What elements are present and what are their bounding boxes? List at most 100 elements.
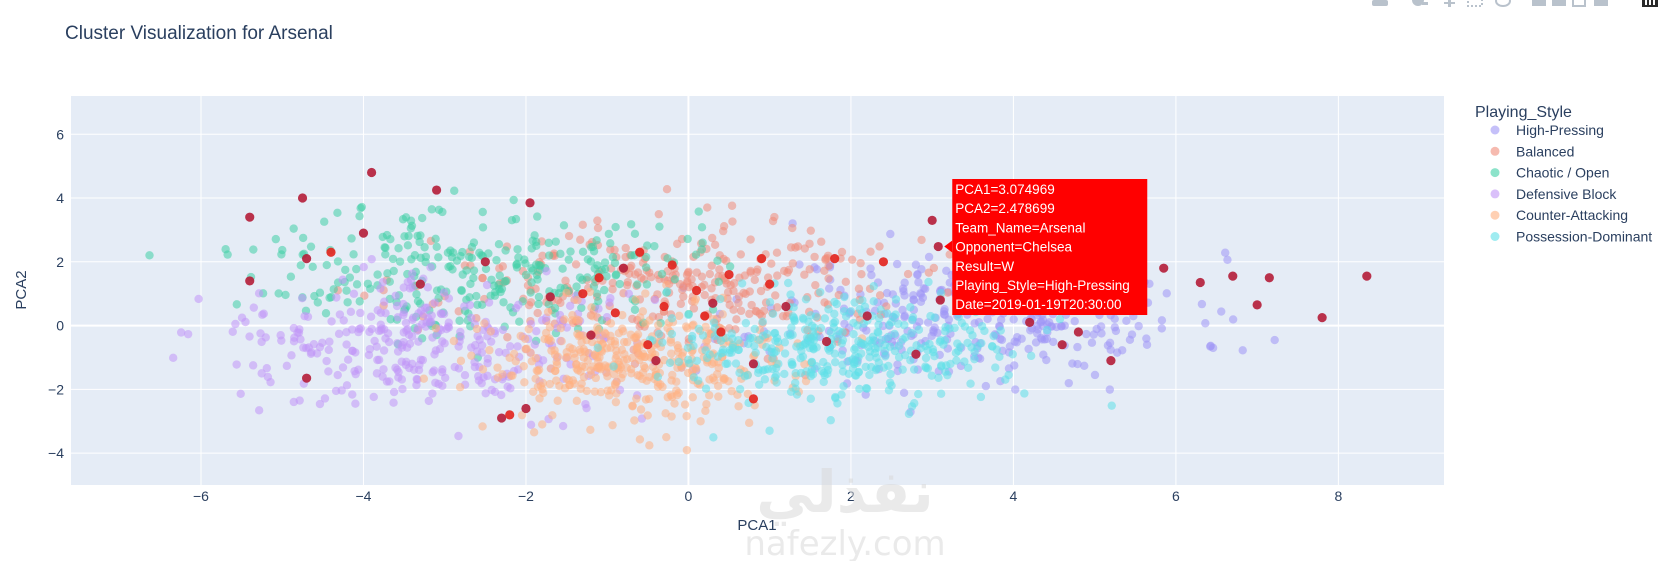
scatter-point[interactable]	[342, 340, 351, 349]
reset-axes-icon[interactable]	[1594, 0, 1608, 6]
scatter-point[interactable]	[352, 264, 361, 274]
scatter-point[interactable]	[560, 315, 569, 324]
highlight-point[interactable]	[659, 301, 669, 312]
scatter-point[interactable]	[393, 313, 402, 322]
scatter-point[interactable]	[867, 270, 876, 280]
scatter-point[interactable]	[408, 269, 417, 278]
highlight-point[interactable]	[594, 273, 604, 283]
scatter-point[interactable]	[600, 285, 609, 295]
scatter-point[interactable]	[367, 255, 376, 264]
scatter-point[interactable]	[802, 367, 811, 376]
scatter-point[interactable]	[412, 290, 421, 299]
scatter-point[interactable]	[389, 266, 398, 276]
scatter-point[interactable]	[914, 325, 924, 334]
scatter-point[interactable]	[562, 288, 571, 297]
scatter-point[interactable]	[914, 278, 923, 287]
scatter-point[interactable]	[1157, 324, 1166, 333]
scatter-point[interactable]	[492, 256, 501, 265]
scatter-point[interactable]	[621, 243, 630, 253]
scatter-point[interactable]	[639, 361, 649, 371]
scatter-point[interactable]	[304, 343, 313, 352]
scatter-point[interactable]	[891, 295, 901, 304]
scatter-point[interactable]	[1110, 323, 1119, 332]
scatter-point[interactable]	[348, 346, 357, 355]
scatter-point[interactable]	[685, 359, 694, 368]
scatter-point[interactable]	[645, 316, 654, 325]
scatter-point[interactable]	[232, 360, 241, 369]
scatter-point[interactable]	[658, 382, 667, 392]
scatter-point[interactable]	[623, 277, 633, 287]
scatter-point[interactable]	[454, 364, 464, 373]
scatter-point[interactable]	[936, 288, 946, 298]
scatter-point[interactable]	[467, 253, 476, 263]
scatter-point[interactable]	[921, 284, 930, 294]
highlight-point[interactable]	[635, 247, 645, 257]
scatter-point[interactable]	[611, 271, 620, 280]
scatter-point[interactable]	[1105, 338, 1115, 348]
scatter-point[interactable]	[876, 305, 886, 315]
scatter-point[interactable]	[854, 284, 864, 293]
scatter-point[interactable]	[662, 287, 672, 296]
scatter-point[interactable]	[306, 242, 316, 251]
scatter-point[interactable]	[874, 328, 883, 338]
scatter-point[interactable]	[791, 243, 800, 252]
scatter-point[interactable]	[641, 252, 651, 262]
scatter-point[interactable]	[533, 275, 542, 284]
scatter-point[interactable]	[511, 303, 521, 313]
scatter-point[interactable]	[517, 410, 527, 420]
scatter-point[interactable]	[811, 280, 820, 290]
scatter-point[interactable]	[333, 208, 342, 218]
scatter-point[interactable]	[349, 289, 359, 299]
scatter-point[interactable]	[452, 256, 462, 265]
scatter-point[interactable]	[388, 254, 398, 264]
scatter-point[interactable]	[1097, 329, 1106, 338]
scatter-point[interactable]	[570, 353, 579, 363]
scatter-point[interactable]	[440, 373, 450, 383]
scatter-point[interactable]	[834, 326, 843, 336]
scatter-point[interactable]	[237, 313, 247, 322]
scatter-point[interactable]	[789, 313, 799, 322]
scatter-point[interactable]	[983, 314, 992, 324]
scatter-point[interactable]	[760, 375, 770, 384]
scatter-point[interactable]	[991, 363, 1000, 372]
scatter-point[interactable]	[698, 331, 708, 340]
scatter-point[interactable]	[550, 366, 560, 376]
highlight-point[interactable]	[505, 410, 515, 420]
scatter-point[interactable]	[862, 326, 871, 335]
scatter-point[interactable]	[585, 287, 595, 297]
scatter-point[interactable]	[457, 286, 466, 296]
scatter-point[interactable]	[333, 257, 343, 266]
scatter-point[interactable]	[262, 363, 272, 373]
scatter-point[interactable]	[805, 265, 814, 274]
scatter-point[interactable]	[909, 365, 919, 374]
scatter-point[interactable]	[830, 349, 840, 358]
scatter-point[interactable]	[591, 373, 600, 383]
scatter-point[interactable]	[1008, 350, 1017, 359]
scatter-point[interactable]	[315, 399, 325, 409]
scatter-point[interactable]	[944, 315, 954, 324]
scatter-point[interactable]	[614, 328, 624, 338]
scatter-point[interactable]	[627, 369, 636, 378]
scatter-point[interactable]	[611, 397, 621, 407]
scatter-point[interactable]	[846, 307, 856, 316]
autoscale-icon[interactable]	[1572, 0, 1586, 7]
scatter-point[interactable]	[719, 222, 729, 231]
scatter-point[interactable]	[356, 308, 365, 318]
scatter-point[interactable]	[470, 362, 480, 372]
scatter-point[interactable]	[342, 286, 351, 295]
scatter-point[interactable]	[750, 275, 759, 285]
scatter-point[interactable]	[981, 381, 991, 391]
scatter-point[interactable]	[880, 340, 889, 350]
scatter-point[interactable]	[360, 291, 369, 300]
scatter-point[interactable]	[633, 268, 643, 277]
scatter-point[interactable]	[674, 357, 684, 367]
scatter-point[interactable]	[1045, 318, 1054, 327]
scatter-point[interactable]	[702, 337, 711, 346]
zoom-in-icon[interactable]	[1532, 0, 1546, 6]
scatter-point[interactable]	[556, 324, 565, 333]
scatter-point[interactable]	[734, 298, 743, 308]
scatter-point[interactable]	[379, 346, 389, 355]
scatter-point[interactable]	[633, 280, 642, 289]
scatter-point[interactable]	[689, 304, 699, 313]
scatter-point[interactable]	[683, 234, 692, 244]
